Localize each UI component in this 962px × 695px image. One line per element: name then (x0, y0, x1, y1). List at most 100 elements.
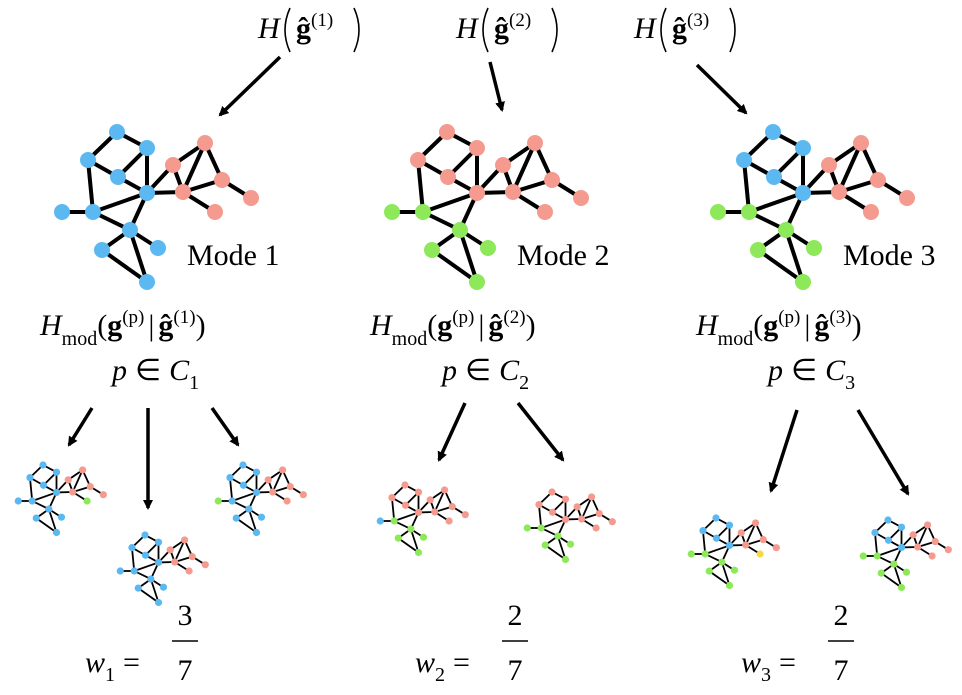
node (445, 517, 453, 525)
node (414, 508, 423, 517)
formula-part: ĝ (158, 309, 173, 342)
node (573, 503, 581, 511)
mode-label: Mode 1 (187, 239, 280, 272)
node (166, 546, 174, 554)
edge (422, 191, 478, 214)
edge (556, 535, 567, 560)
edge (430, 248, 479, 284)
formula-part: w (85, 646, 105, 679)
cluster-membership: p ∈ C1 (110, 354, 199, 394)
paren (284, 7, 291, 53)
node (554, 532, 562, 540)
edge (720, 561, 731, 586)
node (699, 527, 707, 535)
formula-part: ) (852, 309, 862, 342)
edge (409, 528, 420, 553)
edge (540, 518, 566, 529)
edge (544, 544, 567, 561)
paren (482, 7, 489, 53)
node (94, 242, 110, 258)
edge (433, 489, 446, 513)
edge (271, 469, 284, 493)
weight-denominator: 7 (508, 654, 523, 687)
node (207, 204, 223, 220)
edge (874, 532, 879, 557)
node (424, 242, 440, 258)
node (741, 204, 757, 220)
paren (551, 7, 558, 53)
node (573, 190, 589, 206)
formula-part: (p) (122, 307, 144, 328)
formula-part: ) (196, 309, 206, 342)
edge (876, 546, 902, 557)
node (426, 496, 434, 504)
edge (71, 469, 84, 493)
entropy-label: H (633, 12, 658, 45)
formula-part: = (779, 646, 796, 679)
formula-part: g (437, 309, 452, 342)
node (595, 509, 603, 518)
node (877, 569, 885, 577)
node (480, 240, 496, 256)
node (853, 135, 869, 151)
edge (92, 191, 148, 214)
entropy-label: H (257, 12, 282, 45)
node (884, 516, 892, 524)
node (57, 513, 66, 521)
paren (660, 7, 667, 53)
formula-part: (p) (452, 307, 474, 328)
formula-part: 3 (845, 372, 855, 394)
graph (523, 488, 616, 564)
node (705, 567, 713, 575)
weight-numerator: 3 (178, 599, 193, 632)
formula-part: 3 (761, 664, 771, 686)
node (772, 544, 780, 552)
node (99, 491, 107, 499)
node (742, 541, 750, 549)
node (54, 204, 70, 220)
edge (173, 539, 186, 563)
edge (458, 229, 479, 283)
node (548, 488, 556, 496)
graph (384, 124, 589, 290)
node (897, 543, 906, 552)
formula-part: mod (718, 328, 754, 350)
formula-part: C (825, 354, 846, 387)
formula-part: H (695, 309, 720, 342)
formula-part: ĝ (672, 12, 687, 45)
node (109, 124, 125, 140)
formula-part: mod (392, 328, 428, 350)
node (299, 491, 307, 499)
node (795, 140, 811, 156)
node (730, 566, 739, 574)
node (469, 185, 485, 201)
conditional-entropy: Hmod(g(p) | ĝ(2)) (369, 307, 536, 350)
node (759, 536, 767, 544)
edge (235, 517, 258, 534)
node (154, 558, 163, 567)
node (401, 481, 409, 489)
node (139, 274, 155, 290)
node (257, 513, 266, 521)
edge (393, 511, 419, 522)
edge (880, 572, 903, 589)
node (712, 514, 720, 522)
node (527, 135, 543, 151)
edge (756, 248, 805, 284)
node (86, 483, 94, 491)
edge (137, 587, 160, 604)
node (283, 497, 291, 505)
node (214, 172, 230, 188)
arrow (695, 63, 748, 115)
edge (580, 496, 593, 520)
node (414, 488, 423, 496)
node (561, 515, 570, 524)
entropy-label: H (455, 12, 480, 45)
node (469, 274, 485, 290)
weight-label: w1 = (85, 646, 140, 686)
node (897, 583, 906, 592)
node (718, 558, 726, 566)
formula-part: ∈ (791, 354, 817, 387)
node (448, 503, 456, 511)
node (181, 536, 189, 544)
